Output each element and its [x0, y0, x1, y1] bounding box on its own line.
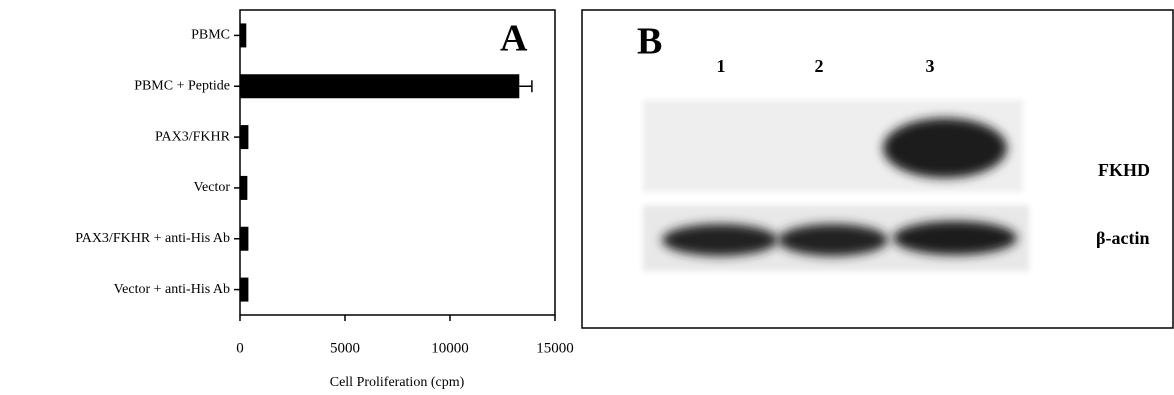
bar [240, 227, 248, 251]
blot-band [662, 224, 778, 256]
x-tick-label: 10000 [431, 340, 469, 356]
bar [240, 125, 248, 149]
panel-b: B 1 2 3 FKHD β-actin [582, 10, 1173, 328]
y-tick-label: Vector + anti-His Ab [114, 282, 230, 297]
lane-label: 1 [717, 56, 726, 76]
x-tick-label: 0 [236, 340, 244, 356]
y-tick-label: PBMC [191, 28, 230, 43]
x-tick-label: 15000 [536, 340, 574, 356]
x-tick-label: 5000 [330, 340, 360, 356]
x-axis-label: Cell Proliferation (cpm) [330, 375, 465, 390]
lane-label: 3 [926, 56, 935, 76]
y-tick-label: Vector [193, 180, 230, 195]
bar [240, 74, 519, 98]
y-tick-label: PAX3/FKHR [155, 129, 231, 144]
y-tick-label: PAX3/FKHR + anti-His Ab [75, 231, 230, 246]
panel-label: A [500, 18, 528, 60]
blot-band [893, 221, 1017, 255]
row-label: FKHD [1098, 160, 1150, 180]
y-tick-label: PBMC + Peptide [134, 78, 230, 93]
lane-label: 2 [815, 56, 824, 76]
bar [240, 176, 247, 200]
bar [240, 23, 246, 47]
figure: A Cell Proliferation (cpm) B 1 2 3 FKHD … [0, 0, 1174, 395]
blot-band [778, 224, 888, 256]
blot-band [883, 118, 1007, 178]
bar [240, 278, 248, 302]
row-label: β-actin [1096, 228, 1149, 248]
panel-label: B [637, 21, 662, 63]
